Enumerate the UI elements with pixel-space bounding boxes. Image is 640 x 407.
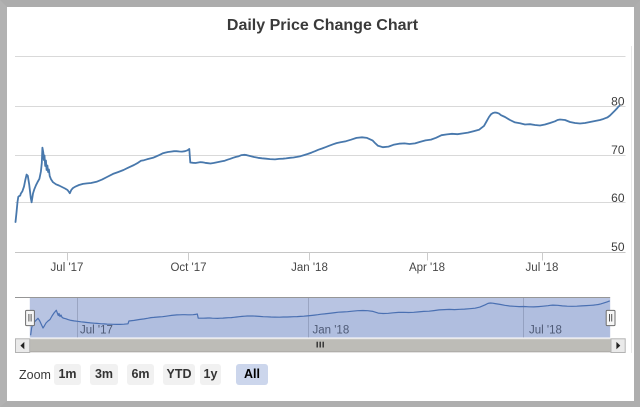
svg-text:80: 80 xyxy=(611,94,625,108)
svg-text:Jan '18: Jan '18 xyxy=(291,262,328,274)
svg-text:Apr '18: Apr '18 xyxy=(409,262,445,274)
svg-text:Oct '17: Oct '17 xyxy=(170,262,206,274)
svg-text:Jul '17: Jul '17 xyxy=(51,262,84,274)
svg-text:Jul '17: Jul '17 xyxy=(80,325,113,337)
svg-text:Jul '18: Jul '18 xyxy=(526,262,559,274)
svg-text:50: 50 xyxy=(611,240,625,254)
svg-text:70: 70 xyxy=(611,143,625,157)
svg-text:60: 60 xyxy=(611,191,625,205)
svg-text:Jan '18: Jan '18 xyxy=(313,325,350,337)
svg-text:Jul '18: Jul '18 xyxy=(529,325,562,337)
